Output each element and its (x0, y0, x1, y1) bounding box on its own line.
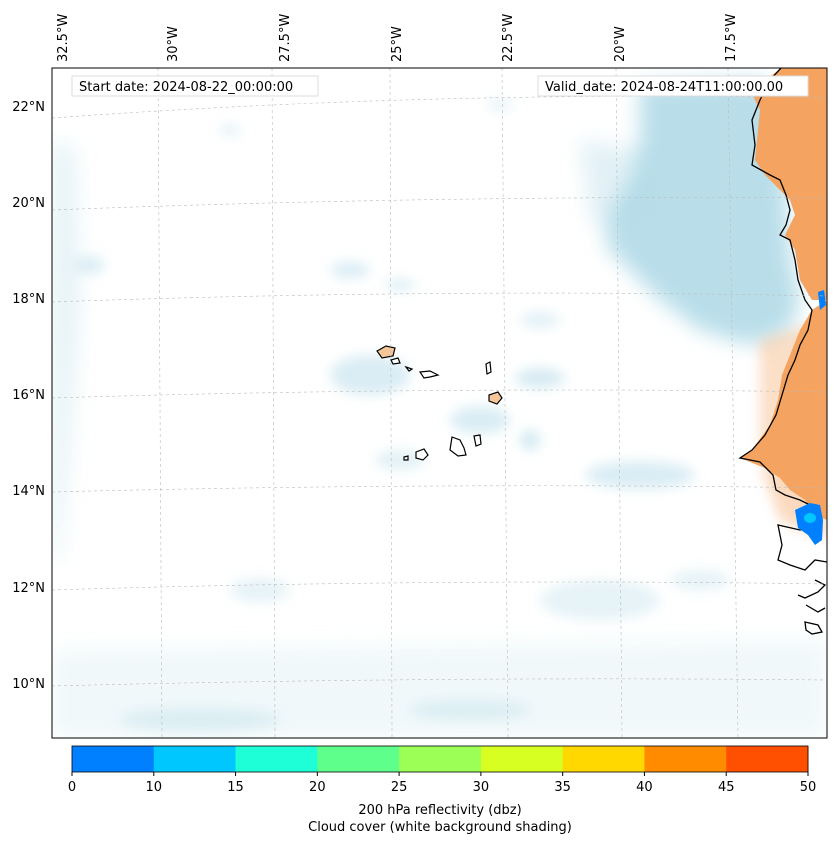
colorbar-swatch (726, 746, 809, 772)
colorbar-swatch (399, 746, 482, 772)
valid-date-box: Valid_date: 2024-08-24T11:00:00.00 (537, 75, 809, 97)
colorbar-tick-label: 20 (309, 780, 326, 795)
lat-label-16n: 16°N (12, 388, 45, 403)
lat-label-22n: 22°N (12, 100, 45, 115)
colorbar-label-line2: Cloud cover (white background shading) (308, 820, 572, 835)
lon-label-32-5w: 32.5°W (56, 14, 71, 62)
island-santo-antao (376, 345, 396, 359)
reflectivity-cells (795, 290, 826, 545)
lon-label-27-5w: 27.5°W (278, 14, 293, 62)
colorbar-tick-label: 40 (636, 780, 653, 795)
cape-verde-islands (376, 345, 503, 461)
start-date-label: Start date: 2024-08-22_00:00:00 (79, 80, 293, 95)
reflectivity-cell-2 (804, 513, 816, 523)
island-sao-vicente (390, 357, 401, 365)
lat-label-20n: 20°N (12, 196, 45, 211)
latitude-labels: 22°N 20°N 18°N 16°N 14°N 12°N 10°N (12, 100, 45, 692)
lon-label-30w: 30°W (166, 26, 181, 62)
lon-label-17-5w: 17.5°W (724, 14, 739, 62)
colorbar: 0 10 15 20 25 30 35 40 45 50 200 hPa reflectivity… (68, 745, 816, 835)
colorbar-label-line1: 200 hPa reflectivity (dbz) (358, 803, 521, 818)
lon-label-22-5w: 22.5°W (501, 14, 516, 62)
island-sao-nicolau (418, 370, 440, 379)
island-santa-luzia (404, 365, 414, 372)
lat-label-18n: 18°N (12, 292, 45, 307)
colorbar-tick-label: 25 (391, 780, 408, 795)
island-maio (473, 434, 482, 447)
island-boa-vista (488, 391, 503, 405)
map-area: Start date: 2024-08-22_00:00:00 Valid_da… (52, 68, 827, 738)
colorbar-swatches (72, 746, 809, 772)
reflectivity-cell-3 (818, 290, 826, 310)
colorbar-tick-label: 30 (473, 780, 490, 795)
longitude-labels: 32.5°W 30°W 27.5°W 25°W 22.5°W 20°W 17.5… (56, 14, 739, 62)
colorbar-tick-label: 15 (227, 780, 244, 795)
lon-label-20w: 20°W (613, 26, 628, 62)
colorbar-frame (71, 745, 809, 773)
island-santiago (449, 436, 467, 457)
cloud-cover-shading (52, 80, 827, 738)
colorbar-swatch (644, 746, 727, 772)
colorbar-tick-label: 45 (718, 780, 735, 795)
lat-label-12n: 12°N (12, 581, 45, 596)
coastline (738, 68, 827, 635)
lon-label-25w: 25°W (390, 26, 405, 62)
colorbar-swatch (317, 746, 400, 772)
gridlines (52, 68, 827, 738)
colorbar-tick-label: 0 (68, 780, 76, 795)
start-date-box: Start date: 2024-08-22_00:00:00 (71, 75, 319, 97)
colorbar-tick-label: 50 (800, 780, 817, 795)
colorbar-swatch (480, 746, 564, 772)
valid-date-label: Valid_date: 2024-08-24T11:00:00.00 (545, 80, 783, 95)
colorbar-swatch (235, 746, 318, 772)
colorbar-ticks: 0 10 15 20 25 30 35 40 45 50 (68, 772, 816, 795)
island-sal (485, 361, 492, 375)
colorbar-swatch (562, 746, 645, 772)
colorbar-swatch (153, 746, 237, 772)
colorbar-swatch (72, 746, 155, 772)
colorbar-tick-label: 35 (554, 780, 571, 795)
colorbar-tick-label: 10 (146, 780, 163, 795)
reflectivity-cell-1 (795, 503, 823, 545)
lat-label-10n: 10°N (12, 677, 45, 692)
lat-label-14n: 14°N (12, 484, 45, 499)
map-frame (51, 67, 828, 739)
island-brava (403, 455, 409, 461)
island-fogo (415, 448, 429, 461)
land-mass (740, 68, 827, 540)
